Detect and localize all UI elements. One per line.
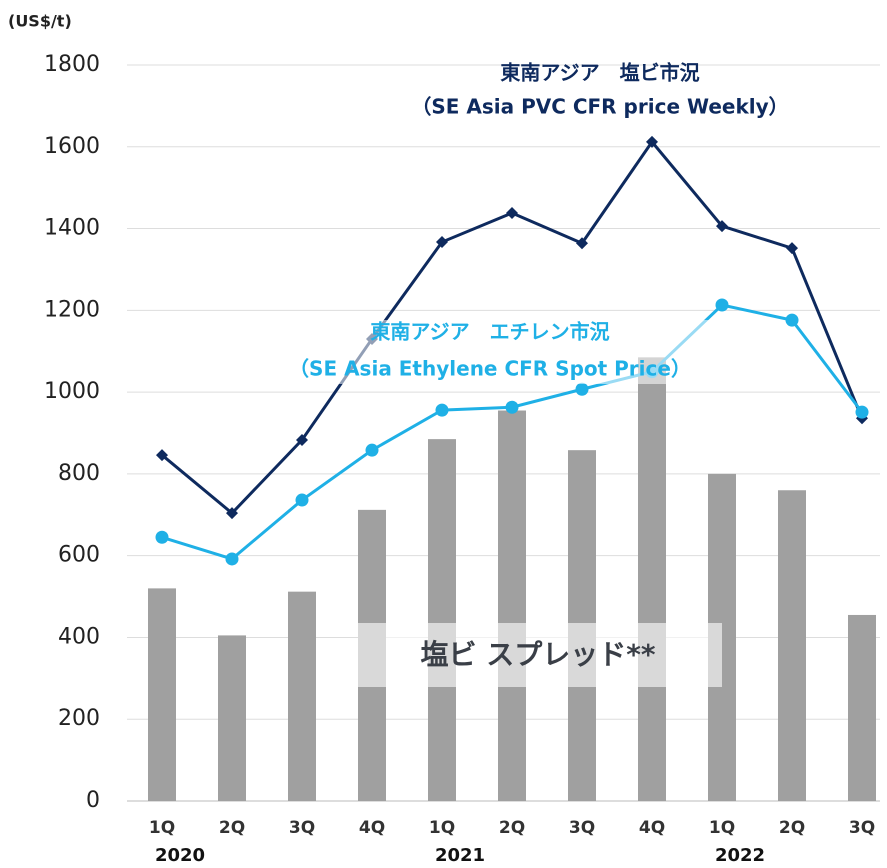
- label-backdrop: [250, 320, 730, 384]
- marker: [785, 313, 799, 327]
- y-tick-label: 1000: [44, 379, 100, 404]
- x-tick-label: 1Q: [429, 818, 455, 838]
- x-tick-label: 4Q: [639, 818, 665, 838]
- bar: [498, 410, 526, 801]
- marker: [716, 220, 728, 233]
- marker: [156, 449, 168, 462]
- label-backdrop: [358, 623, 722, 687]
- marker: [855, 405, 869, 419]
- y-tick-label: 1200: [44, 297, 100, 322]
- bar: [428, 439, 456, 801]
- bar: [848, 614, 876, 801]
- y-tick-label: 800: [58, 461, 100, 486]
- marker: [435, 403, 449, 417]
- bar: [288, 591, 316, 801]
- bar: [778, 490, 806, 801]
- annotation: 塩ビ スプレッド**: [420, 638, 655, 671]
- x-tick-label: 3Q: [569, 818, 595, 838]
- marker: [575, 382, 589, 396]
- y-tick-label: 200: [58, 706, 100, 731]
- bar: [218, 635, 246, 801]
- marker: [506, 207, 518, 220]
- x-tick-label: 4Q: [359, 818, 385, 838]
- x-tick-label: 2Q: [779, 818, 805, 838]
- x-tick-label: 3Q: [289, 818, 315, 838]
- y-tick-label: 1800: [44, 52, 100, 77]
- annotation: 東南アジア エチレン市況: [370, 320, 609, 344]
- year-label: 2020: [155, 845, 205, 866]
- y-axis-label: (US$/t): [8, 12, 72, 31]
- marker: [786, 242, 798, 255]
- x-tick-label: 3Q: [849, 818, 875, 838]
- marker: [226, 507, 238, 520]
- y-tick-label: 0: [86, 788, 100, 813]
- annotation: 東南アジア 塩ビ市況: [500, 61, 699, 85]
- marker: [295, 493, 309, 507]
- y-tick-label: 1400: [44, 216, 100, 241]
- y-tick-label: 400: [58, 624, 100, 649]
- x-tick-label: 1Q: [149, 818, 175, 838]
- marker: [365, 443, 379, 457]
- x-tick-label: 2Q: [499, 818, 525, 838]
- y-tick-label: 1600: [44, 134, 100, 159]
- marker: [155, 530, 169, 544]
- marker: [505, 400, 519, 414]
- x-tick-label: 2Q: [219, 818, 245, 838]
- marker: [436, 236, 448, 249]
- marker: [646, 135, 658, 148]
- annotation: （SE Asia PVC CFR price Weekly）: [411, 95, 788, 119]
- year-label: 2021: [435, 845, 485, 866]
- marker: [296, 433, 308, 446]
- bar: [638, 357, 666, 801]
- year-label: 2022: [715, 845, 765, 866]
- y-tick-label: 600: [58, 543, 100, 568]
- marker: [225, 552, 239, 566]
- bar: [148, 588, 176, 801]
- marker: [715, 298, 729, 312]
- marker: [576, 237, 588, 250]
- annotation: （SE Asia Ethylene CFR Spot Price）: [289, 357, 691, 381]
- x-tick-label: 1Q: [709, 818, 735, 838]
